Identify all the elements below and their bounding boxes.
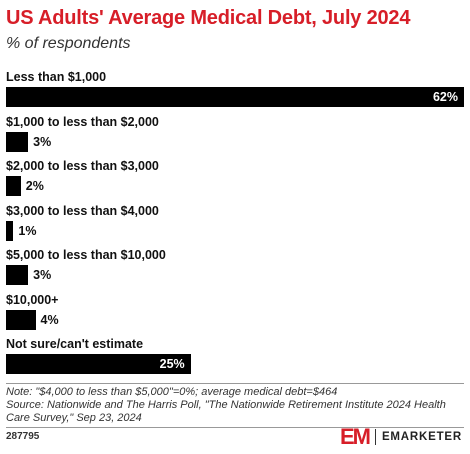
bar: [6, 87, 464, 107]
logo-wordmark: EMARKETER: [381, 431, 462, 443]
bar: [6, 220, 14, 241]
category-label: Not sure/can't estimate: [6, 337, 144, 351]
bar: [6, 265, 29, 285]
value-label: 25%: [159, 357, 185, 371]
category-label: $10,000+: [6, 292, 59, 307]
chart-title: US Adults' Average Medical Debt, July 20…: [6, 7, 411, 29]
emarketer-logo: EM EMARKETER: [340, 426, 462, 448]
bar: [6, 354, 191, 374]
chart-subtitle: % of respondents: [6, 35, 131, 52]
footer-divider-bottom: [6, 427, 464, 428]
bar: [6, 131, 29, 152]
value-label: 2%: [25, 179, 44, 193]
value-label: 62%: [432, 90, 458, 104]
value-label: 3%: [33, 268, 52, 282]
category-label: $5,000 to less than $10,000: [6, 248, 166, 262]
category-label: $2,000 to less than $3,000: [6, 159, 159, 173]
category-label: Less than $1,000: [6, 70, 107, 84]
em-logo-mark: EM: [339, 424, 371, 449]
footer-divider: [6, 383, 464, 384]
value-label: 1%: [18, 223, 37, 238]
category-label: $3,000 to less than $4,000: [6, 203, 159, 218]
chart-id: 287795: [6, 431, 40, 442]
value-label: 3%: [33, 134, 52, 149]
category-label: $1,000 to less than $2,000: [6, 114, 159, 129]
bar: [6, 176, 21, 196]
logo-divider: [374, 429, 376, 445]
footnote: Note: "$4,000 to less than $5,000"=0%; a…: [6, 386, 338, 398]
value-label: 4%: [40, 312, 59, 327]
bar: [6, 309, 36, 330]
source-note: Source: Nationwide and The Harris Poll, …: [6, 399, 446, 424]
bar-chart: Less than $1,000 62% $1,000 to less than $…: [0, 64, 470, 380]
